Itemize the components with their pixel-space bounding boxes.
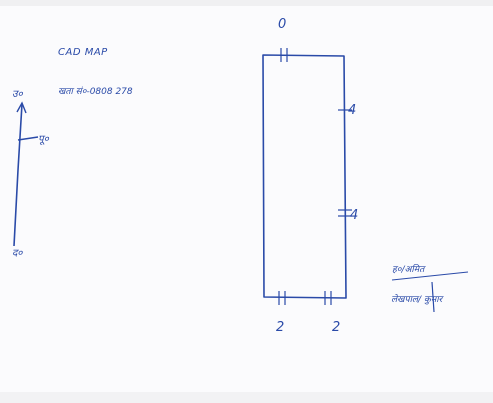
khata-number: खता सं०-0808 278	[58, 87, 133, 97]
plot-boundary	[262, 54, 347, 299]
compass-north-label: उ०	[12, 89, 23, 100]
signature-underline	[391, 271, 469, 281]
map-title: CAD MAP	[58, 47, 108, 58]
signature-line-2: लेखपाल/ कुमार	[391, 295, 443, 305]
side-label-bottom-left: 2	[276, 320, 285, 335]
compass-east-label: पू०	[38, 134, 49, 145]
compass-south-label: द०	[12, 248, 23, 259]
signature-divider	[431, 281, 435, 313]
signature-line-1: ह०/अमित	[392, 265, 425, 275]
side-label-bottom-right: 2	[332, 320, 341, 335]
top-edge	[0, 0, 493, 6]
compass-north-south-line	[13, 103, 23, 247]
side-label-top: 0	[278, 17, 287, 32]
side-label-right-upper: 4	[348, 103, 357, 118]
bottom-edge	[0, 392, 493, 403]
compass-arrow	[16, 101, 27, 114]
compass-east-line	[17, 136, 39, 141]
side-label-right-lower: 4	[350, 208, 359, 223]
